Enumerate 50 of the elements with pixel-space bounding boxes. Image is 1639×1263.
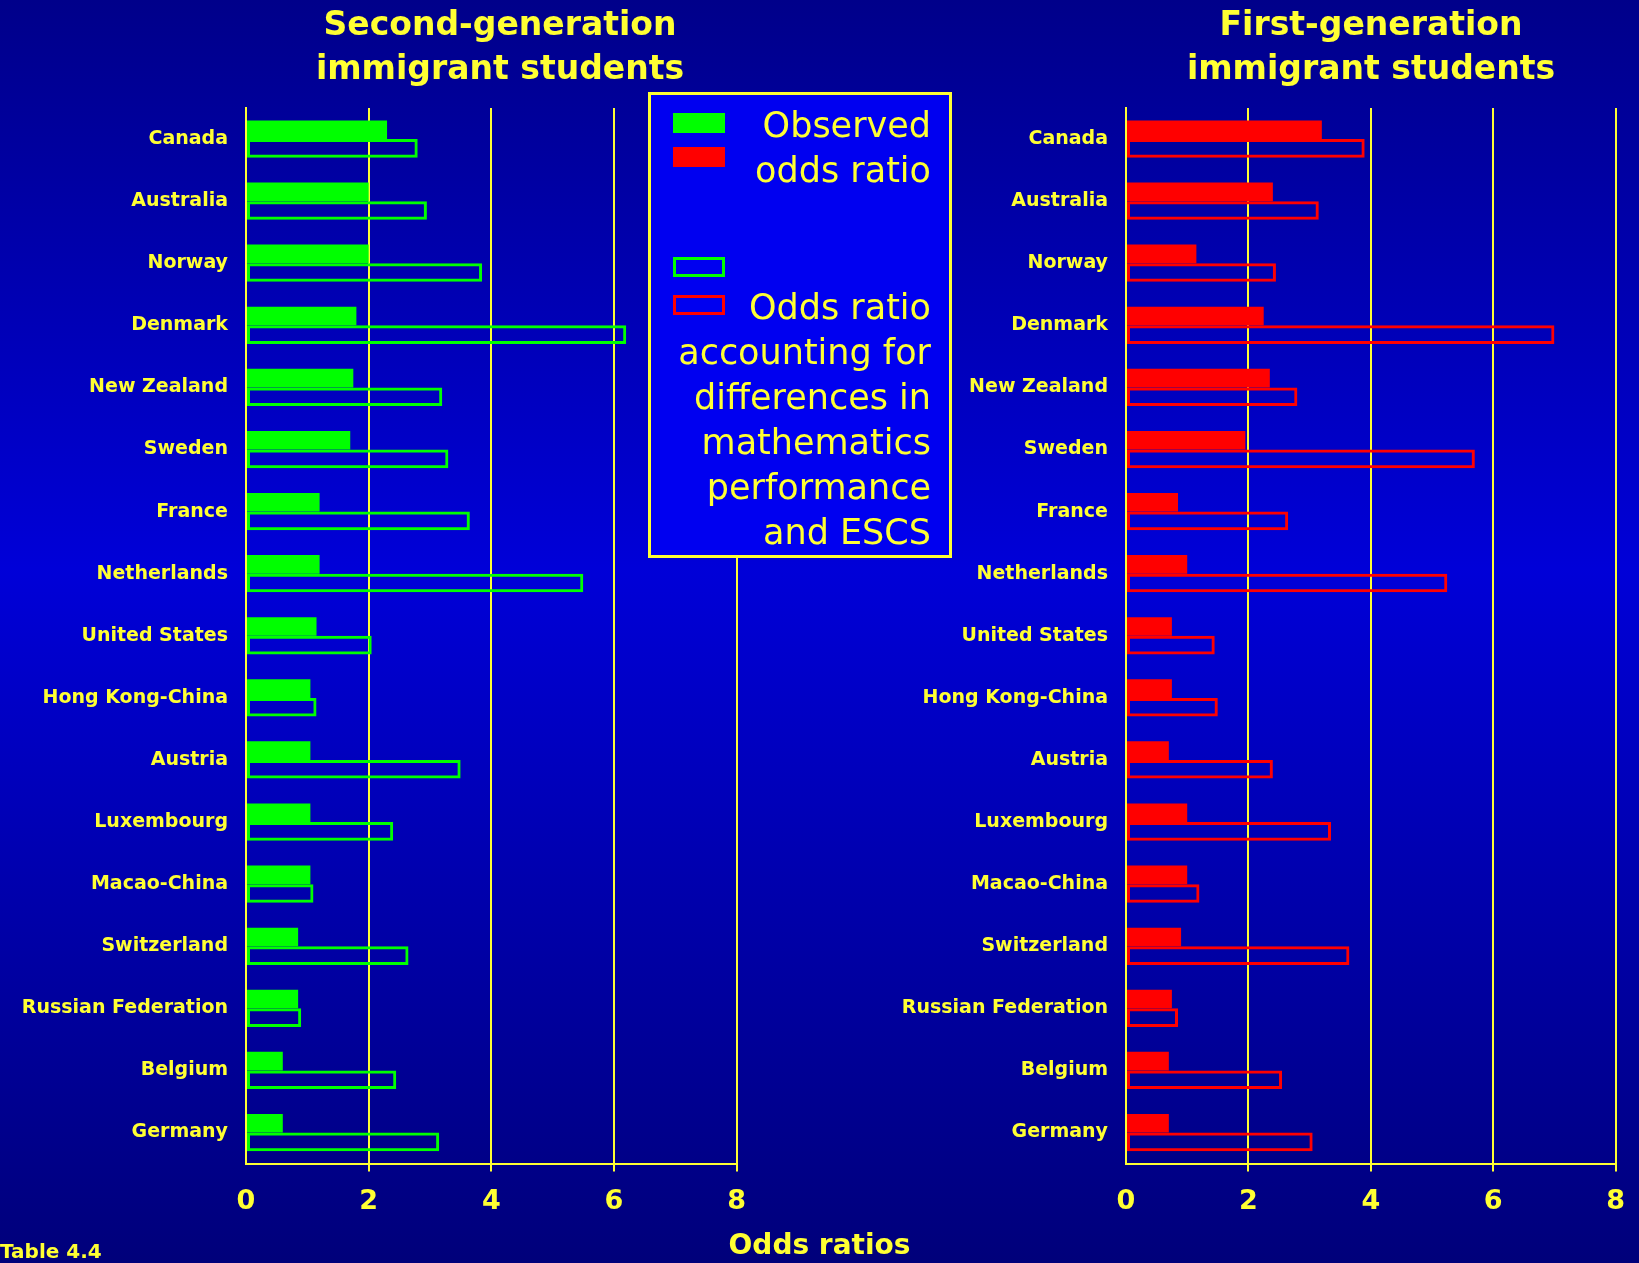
legend-label: Observed odds ratio [754,104,931,192]
y-tick-label: Netherlands [96,560,228,583]
x-tick-label: 4 [1361,1183,1381,1215]
x-axis-title: Odds ratios [728,1228,911,1261]
y-tick-label: Macao-China [90,871,228,894]
y-tick-label: Luxembourg [974,809,1108,832]
y-tick-label: Germany [131,1119,229,1142]
y-tick-label: Canada [148,125,228,148]
x-tick-label: 2 [359,1183,379,1215]
y-tick-label: Belgium [140,1057,228,1080]
y-tick-label: United States [81,622,228,645]
y-tick-label: Austria [1030,746,1108,769]
y-tick-label: New Zealand [89,374,228,397]
y-tick-label: Switzerland [101,933,228,956]
y-tick-label: Denmark [131,312,229,335]
chart-title: First-generation immigrant students [1185,3,1557,89]
y-tick-label: Russian Federation [21,995,228,1018]
y-tick-label: Canada [1028,125,1108,148]
y-tick-label: Norway [147,250,229,273]
y-tick-label: Germany [1011,1119,1109,1142]
y-tick-label: Macao-China [970,871,1108,894]
y-tick-label: Belgium [1020,1057,1108,1080]
x-tick-label: 0 [236,1183,256,1215]
x-tick-label: 8 [1606,1183,1626,1215]
y-tick-label: Netherlands [976,560,1108,583]
y-tick-label: Hong Kong-China [42,684,228,707]
x-tick-label: 6 [604,1183,624,1215]
y-tick-label: Sweden [1023,436,1108,459]
series-label: Odds ratio accounting for differences in mathematics performance and ESCS [677,286,931,554]
y-tick-label: Norway [1027,250,1109,273]
chart-title: Second-generation immigrant students [314,3,686,89]
x-tick-label: 4 [481,1183,501,1215]
y-tick-label: Switzerland [981,933,1108,956]
y-tick-label: Hong Kong-China [922,684,1108,707]
x-tick-label: 8 [727,1183,747,1215]
caption: Table 4.4 [0,1239,102,1263]
x-tick-label: 2 [1239,1183,1258,1215]
y-tick-label: Sweden [143,436,228,459]
y-tick-label: France [1036,498,1108,521]
y-tick-label: New Zealand [969,374,1108,397]
y-tick-label: France [156,498,228,521]
y-tick-label: Russian Federation [901,995,1108,1018]
x-tick-label: 0 [1116,1183,1136,1215]
y-tick-label: Austria [150,746,228,769]
y-tick-label: Australia [131,188,228,211]
x-tick-label: 6 [1483,1183,1503,1215]
y-tick-label: United States [961,622,1108,645]
y-tick-label: Luxembourg [94,809,228,832]
y-tick-label: Denmark [1011,312,1109,335]
y-tick-label: Australia [1011,188,1108,211]
